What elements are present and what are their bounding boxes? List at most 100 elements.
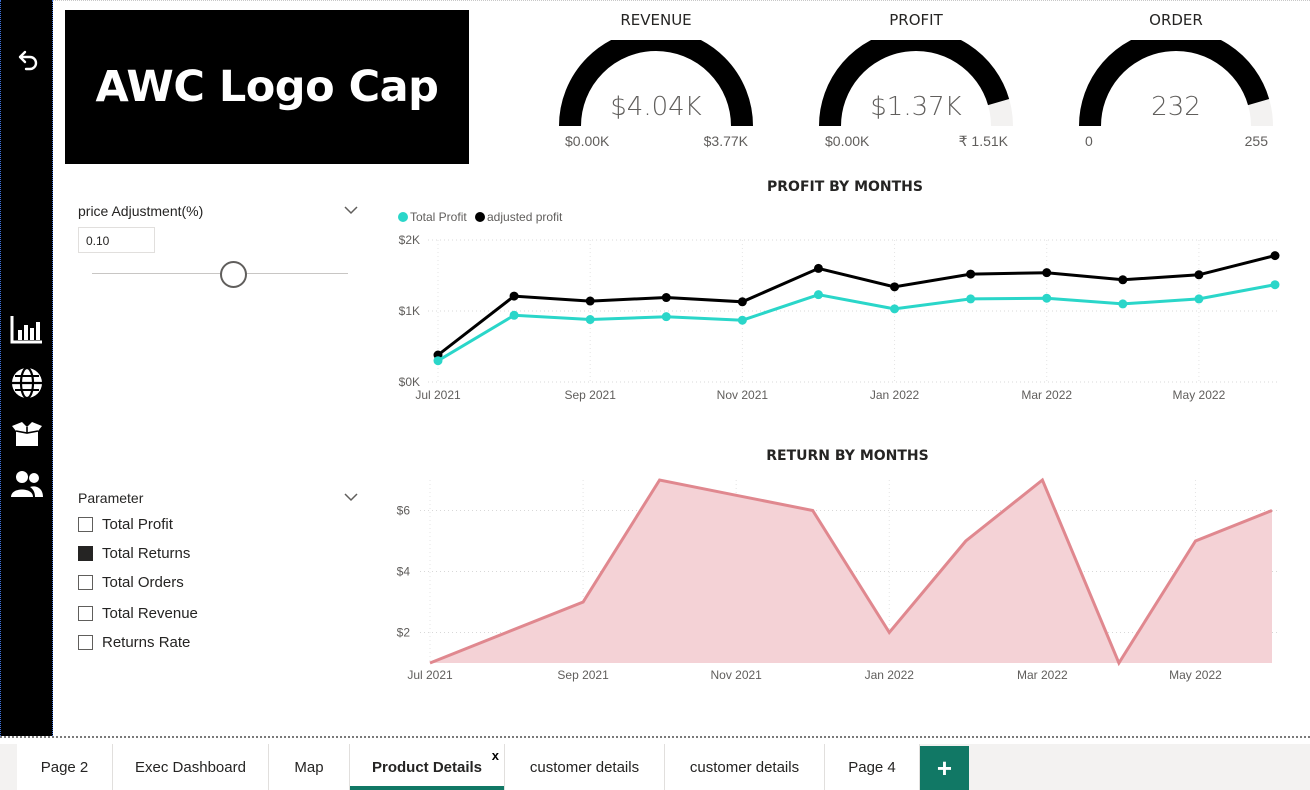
profit-chart-title: PROFIT BY MONTHS — [767, 179, 923, 195]
box-icon[interactable] — [1, 414, 53, 454]
active-tab-underline — [350, 786, 504, 790]
data-point[interactable] — [813, 263, 823, 273]
close-tab-icon[interactable]: x — [491, 748, 499, 763]
data-point[interactable] — [1194, 270, 1204, 280]
option-label: Returns Rate — [102, 633, 191, 651]
tab-page-4[interactable]: Page 4 — [825, 744, 920, 790]
data-point[interactable] — [661, 312, 671, 322]
checkbox[interactable] — [78, 605, 93, 621]
x-tick-label: Mar 2022 — [1017, 668, 1068, 682]
checkbox[interactable] — [78, 634, 93, 650]
gauge-fill — [559, 40, 753, 127]
chevron-down-icon[interactable] — [344, 492, 358, 502]
parameter-option-total-returns[interactable]: Total Returns — [78, 542, 190, 564]
users-icon[interactable] — [1, 464, 53, 504]
chevron-down-icon[interactable] — [344, 205, 358, 215]
parameter-slicer-label: Parameter — [78, 490, 144, 506]
gauge-max-label: ₹ 1.51K — [958, 133, 1008, 149]
data-point[interactable] — [737, 315, 747, 325]
data-point[interactable] — [890, 282, 900, 292]
parameter-option-returns-rate[interactable]: Returns Rate — [78, 631, 190, 653]
tab-customer-details-2[interactable]: customer details — [665, 744, 825, 790]
data-point[interactable] — [737, 297, 747, 307]
back-arrow-icon[interactable] — [1, 40, 53, 80]
x-tick-label: Nov 2021 — [710, 668, 762, 682]
price-value-input[interactable]: 0.10 — [78, 227, 155, 253]
tab-page-2[interactable]: Page 2 — [17, 744, 113, 790]
gauge-profit[interactable]: PROFIT $1.37K $0.00K ₹ 1.51K — [816, 0, 1016, 160]
globe-icon[interactable] — [1, 363, 53, 403]
legend-label[interactable]: Total Profit — [410, 210, 467, 224]
price-slider-thumb[interactable] — [219, 261, 247, 288]
gauge-revenue[interactable]: REVENUE $4.04K $0.00K $3.77K — [556, 0, 756, 160]
legend-label[interactable]: adjusted profit — [487, 210, 563, 224]
checkbox[interactable] — [78, 545, 93, 561]
tab-product-details[interactable]: Product Details x — [350, 744, 505, 790]
gauge-value: $1.37K — [870, 92, 962, 122]
bar-chart-icon[interactable] — [1, 309, 53, 349]
data-point[interactable] — [1194, 294, 1204, 304]
data-point[interactable] — [661, 293, 671, 303]
parameter-option-total-profit[interactable]: Total Profit — [78, 513, 173, 535]
x-tick-label: Nov 2021 — [717, 388, 769, 402]
data-point[interactable] — [433, 356, 443, 366]
gauge-max-label: $3.77K — [703, 133, 748, 149]
data-point[interactable] — [813, 290, 823, 300]
data-point[interactable] — [585, 296, 595, 306]
option-label: Total Profit — [102, 515, 173, 533]
data-point[interactable] — [1270, 280, 1280, 290]
data-point[interactable] — [1118, 275, 1128, 285]
add-page-button[interactable]: + — [920, 746, 969, 790]
gauge-value: 232 — [1151, 92, 1201, 122]
y-tick-label: $4 — [397, 565, 411, 579]
tab-label: Product Details — [371, 758, 483, 776]
data-point[interactable] — [1118, 299, 1128, 309]
option-label: Total Returns — [102, 544, 191, 562]
legend-marker — [475, 212, 485, 222]
tab-exec-dashboard[interactable]: Exec Dashboard — [113, 744, 269, 790]
data-point[interactable] — [509, 291, 519, 301]
gauge-fill — [1079, 40, 1270, 127]
x-tick-label: Sep 2021 — [557, 668, 609, 682]
gauge-title: REVENUE — [620, 11, 692, 29]
y-tick-label: $2 — [397, 626, 411, 640]
data-point[interactable] — [509, 310, 519, 320]
gauge-min-label: 0 — [1085, 133, 1093, 149]
x-tick-label: Mar 2022 — [1021, 388, 1072, 402]
data-point[interactable] — [1270, 251, 1280, 261]
return-by-months-chart[interactable]: $2 $4 $6 Jul 2021 Sep 2021 Nov 2021 Jan 2022 Ma… — [390, 470, 1290, 690]
x-tick-label: May 2022 — [1173, 388, 1226, 402]
data-point[interactable] — [966, 269, 976, 279]
data-point[interactable] — [890, 304, 900, 314]
data-point[interactable] — [1042, 268, 1052, 278]
series-line[interactable] — [437, 254, 1276, 357]
y-tick-label: $1K — [399, 304, 420, 318]
x-tick-label: May 2022 — [1169, 668, 1222, 682]
tab-map[interactable]: Map — [269, 744, 350, 790]
y-tick-label: $0K — [399, 375, 420, 389]
x-tick-label: Jul 2021 — [415, 388, 461, 402]
profit-by-months-chart[interactable]: Total Profit adjusted profit $0K $1K $2K Jul … — [390, 200, 1290, 410]
return-chart-title: RETURN BY MONTHS — [766, 448, 929, 464]
gauge-min-label: $0.00K — [825, 133, 870, 149]
parameter-option-total-revenue[interactable]: Total Revenue — [78, 602, 198, 624]
checkbox[interactable] — [78, 516, 93, 532]
data-point[interactable] — [585, 315, 595, 325]
gauge-value: $4.04K — [610, 92, 702, 122]
x-tick-label: Jul 2021 — [407, 668, 453, 682]
y-tick-label: $6 — [397, 504, 411, 518]
series-line[interactable] — [437, 283, 1276, 362]
option-label: Total Revenue — [102, 604, 198, 622]
gauge-max-label: 255 — [1244, 133, 1268, 149]
checkbox[interactable] — [78, 574, 93, 590]
parameter-option-total-orders[interactable]: Total Orders — [78, 571, 184, 593]
canvas-bottom-border — [0, 736, 1310, 738]
tab-label: Exec Dashboard — [135, 758, 246, 776]
gauge-order[interactable]: ORDER 232 0 255 — [1076, 0, 1276, 160]
series-line[interactable] — [429, 477, 1273, 667]
tab-customer-details[interactable]: customer details — [505, 744, 665, 790]
data-point[interactable] — [1042, 293, 1052, 303]
data-point[interactable] — [966, 294, 976, 304]
logo-text: AWC Logo Cap — [95, 62, 439, 112]
legend-marker — [398, 212, 408, 222]
